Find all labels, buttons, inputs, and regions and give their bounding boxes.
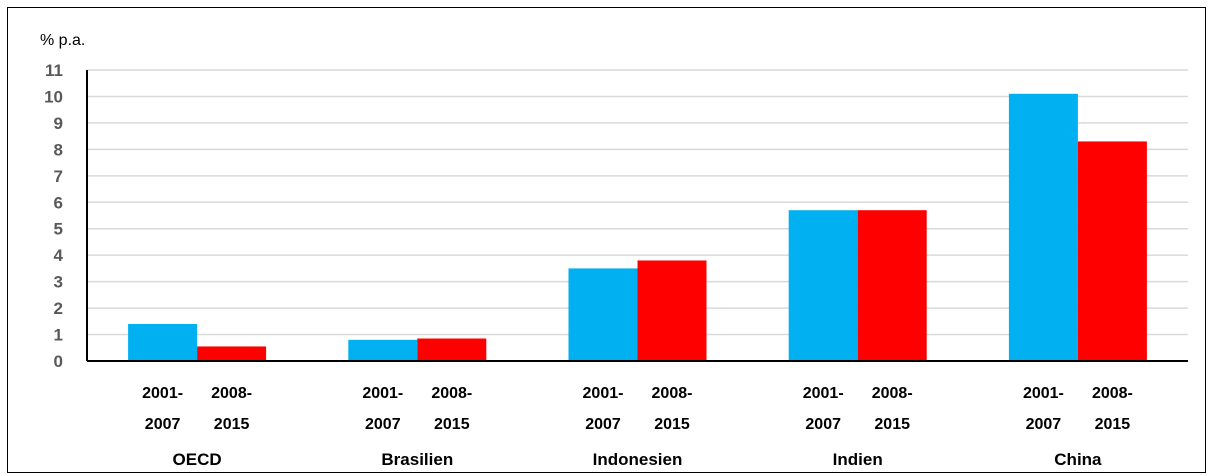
bar-oecd-series-1 [128, 323, 198, 361]
period-label-start: 2008- [211, 385, 252, 402]
period-label-end: 2015 [434, 416, 470, 433]
period-label-start: 2008- [652, 385, 693, 402]
period-label-start: 2008- [872, 385, 913, 402]
bar-brasilien-series-1 [348, 339, 418, 361]
y-tick-label: 1 [54, 326, 63, 345]
category-label: China [1054, 450, 1102, 469]
period-label-end: 2007 [1026, 416, 1062, 433]
bar-oecd-series-2 [197, 346, 267, 361]
y-tick-label: 2 [54, 299, 63, 318]
y-tick-label: 7 [54, 167, 63, 186]
period-label-start: 2008- [431, 385, 472, 402]
bar-china-series-1 [1008, 93, 1078, 362]
y-tick-label: 9 [54, 114, 63, 133]
x-labels: 2001- 2007 2008- 2015 OECD 2001- 2007 2008- 2015… [142, 385, 1133, 469]
category-label: Brasilien [381, 450, 453, 469]
bar-indonesien-series-2 [637, 260, 707, 361]
period-label-end: 2007 [585, 416, 621, 433]
period-label-end: 2007 [145, 416, 181, 433]
period-label-start: 2001- [362, 385, 403, 402]
period-label-end: 2015 [1095, 416, 1131, 433]
y-tick-label: 6 [54, 193, 63, 212]
bar-indien-series-1 [788, 210, 858, 361]
period-label-start: 2008- [1092, 385, 1133, 402]
bar-indonesien-series-1 [568, 268, 638, 361]
period-label-end: 2007 [365, 416, 401, 433]
bar-indien-series-2 [857, 210, 927, 361]
y-unit-label: % p.a. [40, 32, 85, 49]
y-tick-labels: 0 1 2 3 4 5 6 7 8 9 10 11 [44, 61, 63, 371]
chart-frame [7, 7, 1206, 473]
y-tick-label: 0 [54, 352, 63, 371]
period-label-start: 2001- [142, 385, 183, 402]
category-label: Indonesien [593, 450, 683, 469]
y-tick-label: 11 [45, 61, 63, 80]
gridlines [87, 69, 1188, 336]
category-label: Indien [833, 450, 883, 469]
period-label-start: 2001- [1023, 385, 1064, 402]
y-tick-label: 5 [54, 220, 63, 239]
period-label-end: 2015 [214, 416, 250, 433]
period-label-start: 2001- [803, 385, 844, 402]
bars [128, 93, 1147, 362]
period-label-start: 2001- [583, 385, 624, 402]
period-label-end: 2015 [874, 416, 910, 433]
period-label-end: 2015 [654, 416, 690, 433]
y-tick-label: 3 [54, 273, 63, 292]
y-tick-label: 8 [54, 140, 63, 159]
bar-china-series-2 [1077, 141, 1147, 361]
y-tick-label: 4 [54, 246, 64, 265]
period-label-end: 2007 [805, 416, 841, 433]
y-tick-label: 10 [44, 87, 63, 106]
category-label: OECD [173, 450, 222, 469]
bar-brasilien-series-2 [417, 338, 487, 361]
